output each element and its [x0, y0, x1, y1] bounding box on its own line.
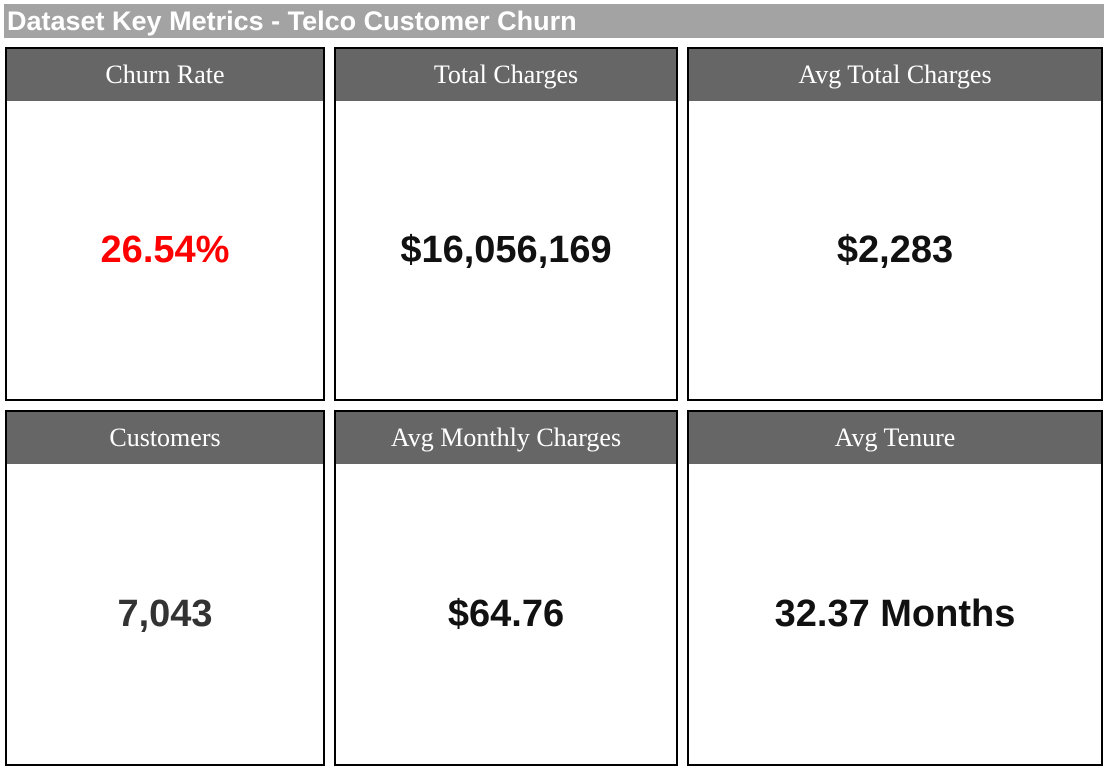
- metric-card-avg-tenure: Avg Tenure 32.37 Months: [687, 410, 1103, 766]
- metric-value: $16,056,169: [400, 228, 612, 271]
- metric-card-churn-rate: Churn Rate 26.54%: [5, 47, 325, 401]
- metric-label: Total Charges: [336, 49, 676, 101]
- metric-value: $64.76: [447, 592, 565, 635]
- metric-label: Avg Tenure: [689, 412, 1101, 464]
- metric-card-avg-monthly-charges: Avg Monthly Charges $64.76: [334, 410, 678, 766]
- metric-label: Avg Monthly Charges: [336, 412, 676, 464]
- metric-card-total-charges: Total Charges $16,056,169: [334, 47, 678, 401]
- metric-value: 7,043: [117, 592, 213, 635]
- metric-label: Customers: [7, 412, 323, 464]
- dashboard-title: Dataset Key Metrics - Telco Customer Chu…: [4, 4, 1104, 38]
- metric-value: 32.37 Months: [774, 592, 1016, 635]
- metric-value: $2,283: [836, 228, 954, 271]
- metric-card-avg-total-charges: Avg Total Charges $2,283: [687, 47, 1103, 401]
- metric-value: 26.54%: [100, 228, 230, 271]
- metric-label: Avg Total Charges: [689, 49, 1101, 101]
- metric-card-customers: Customers 7,043: [5, 410, 325, 766]
- metric-label: Churn Rate: [7, 49, 323, 101]
